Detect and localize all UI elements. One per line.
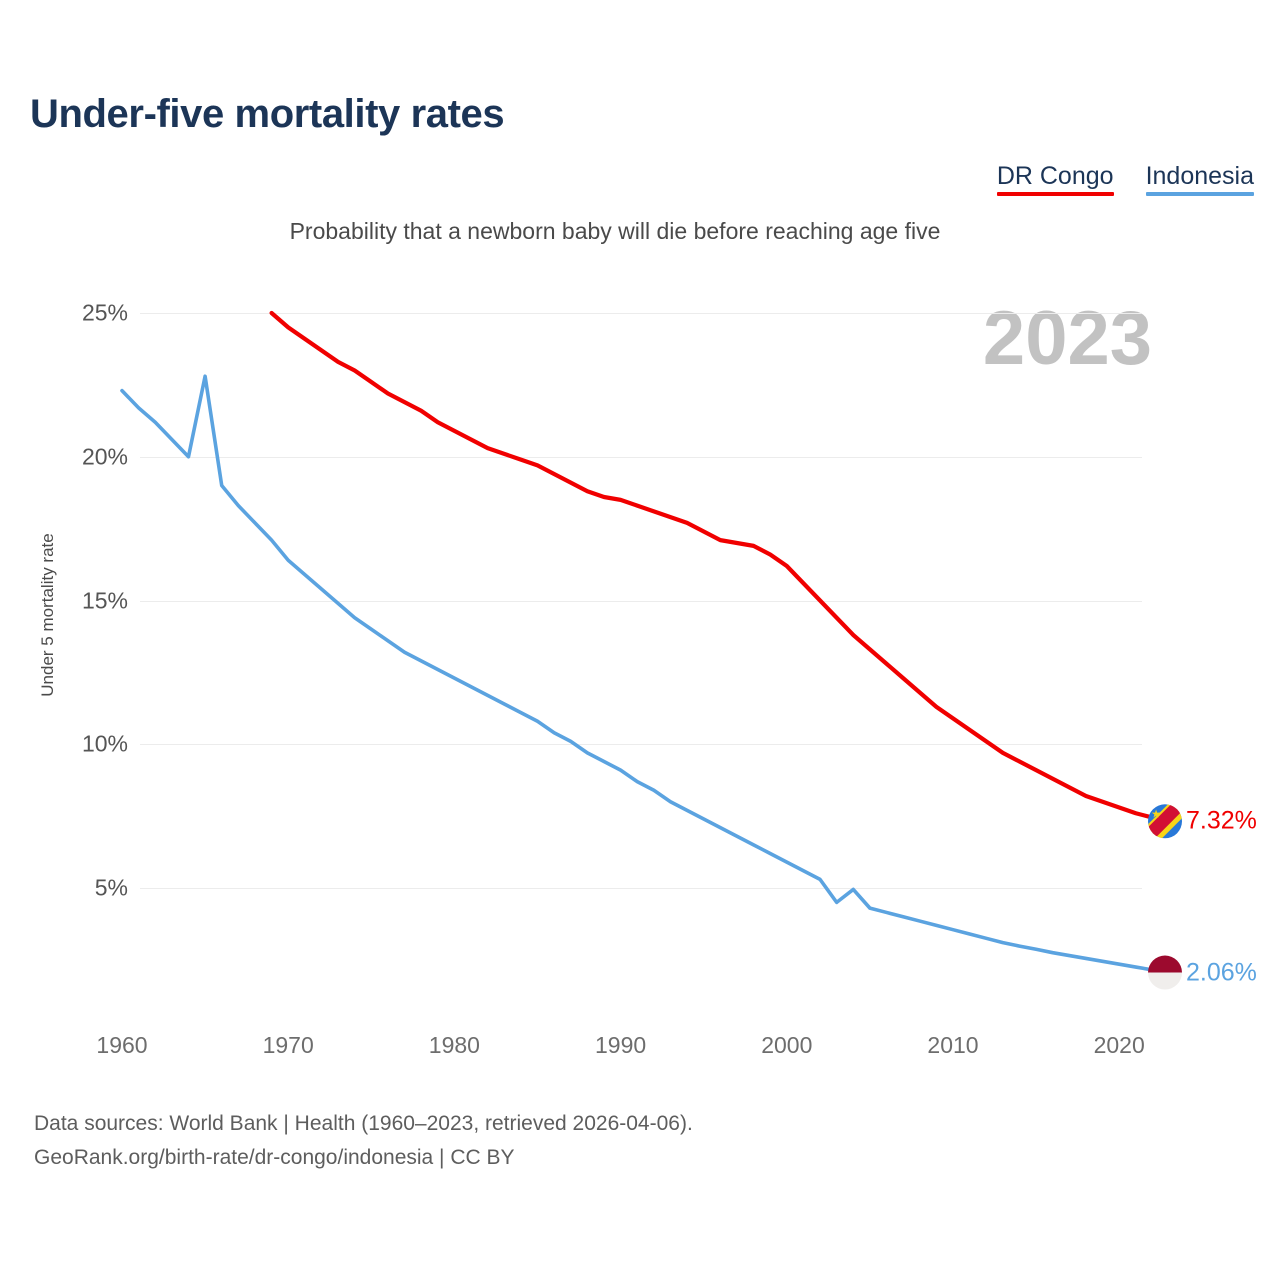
- gridline: [140, 744, 1142, 746]
- end-label-indonesia: 2.06%: [1186, 958, 1257, 987]
- chart-footer: Data sources: World Bank | Health (1960–…: [34, 1107, 693, 1175]
- x-axis-tick-label: 1990: [595, 1032, 647, 1058]
- gridline: [140, 600, 1142, 602]
- end-label-dr-congo: 7.32%: [1186, 806, 1257, 835]
- gridline: [140, 456, 1142, 458]
- legend-rule-indonesia: [1145, 192, 1254, 196]
- x-axis-tick-label: 1960: [96, 1032, 148, 1058]
- gridline: [140, 888, 1142, 889]
- series-line-indonesia: [120, 374, 1171, 975]
- y-axis-tick-label: 20%: [81, 443, 128, 470]
- page-title: Under-five mortality rates: [30, 92, 505, 136]
- flag-icon-indonesia: [1148, 955, 1182, 990]
- year-watermark: 2023: [982, 296, 1152, 381]
- flag-icon-dr-congo: ★: [1148, 804, 1182, 839]
- x-axis-tick-label: 2020: [1093, 1032, 1145, 1058]
- y-axis-ticks: 5% 10% 15% 20% 25%: [0, 0, 128, 1280]
- x-axis-tick-label: 1980: [428, 1032, 480, 1058]
- chart-subtitle: Probability that a newborn baby will die…: [289, 218, 941, 244]
- series-line-dr-congo: [269, 310, 1172, 824]
- legend-item-indonesia[interactable]: Indonesia: [1145, 162, 1254, 196]
- x-axis-tick-label: 2010: [927, 1032, 979, 1058]
- y-axis-tick-label: 25%: [81, 299, 128, 326]
- legend-item-dr-congo[interactable]: DR Congo: [996, 162, 1114, 196]
- legend-rule-dr-congo: [996, 192, 1114, 196]
- x-axis-tick-label: 2000: [761, 1032, 813, 1058]
- footer-line-sources: Data sources: World Bank | Health (1960–…: [34, 1112, 693, 1135]
- y-axis-tick-label: 10%: [81, 730, 128, 757]
- chart-legend: DR Congo Indonesia: [996, 162, 1254, 196]
- legend-label-dr-congo: DR Congo: [996, 162, 1114, 190]
- y-axis-tick-label: 15%: [81, 587, 128, 613]
- x-axis-tick-label: 1970: [262, 1032, 314, 1058]
- y-axis-tick-label: 5%: [94, 874, 128, 901]
- legend-label-indonesia: Indonesia: [1145, 162, 1254, 190]
- svg-text:★: ★: [1151, 808, 1161, 820]
- footer-line-attribution: GeoRank.org/birth-rate/dr-congo/indonesi…: [34, 1146, 515, 1170]
- gridline: [140, 313, 1142, 314]
